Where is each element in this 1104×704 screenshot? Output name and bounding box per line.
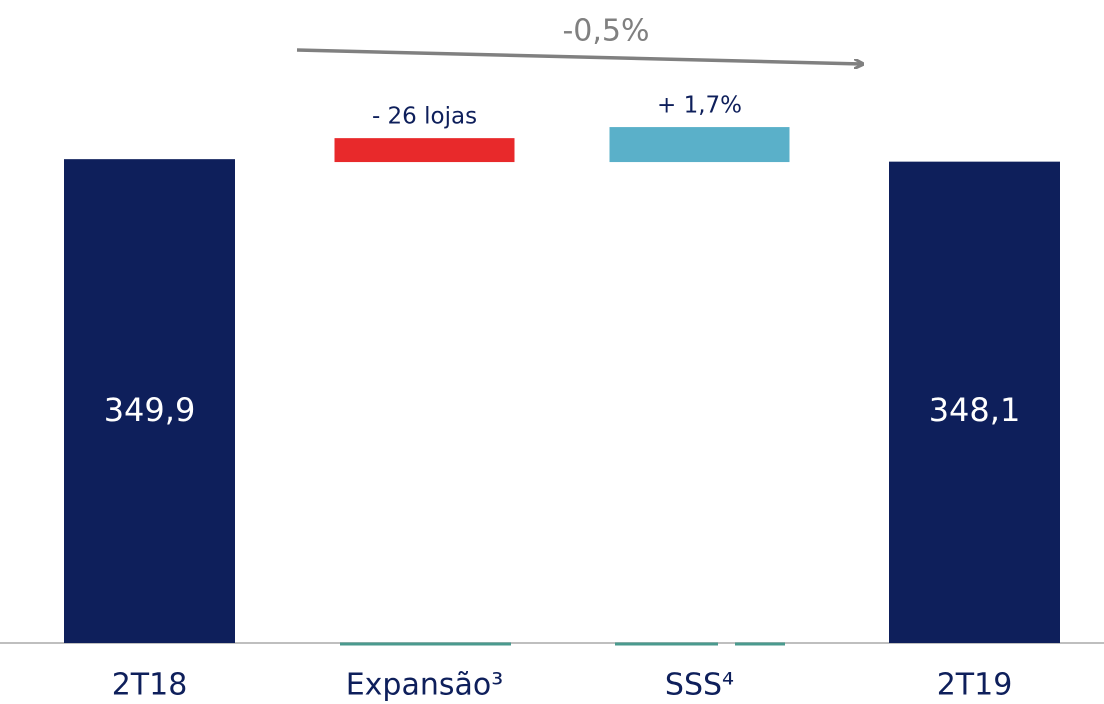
value-label: 349,9 <box>104 391 196 429</box>
change-arrow <box>296 48 862 64</box>
change-bar-label: + 1,7% <box>657 93 742 119</box>
total-bar <box>889 161 1060 644</box>
x-tick-label: 2T19 <box>937 668 1013 703</box>
change-bar <box>609 127 790 163</box>
change-bar <box>334 138 515 163</box>
change-bar-label: - 26 lojas <box>372 104 477 130</box>
x-tick-label: 2T18 <box>112 668 188 703</box>
total-bar <box>64 159 235 643</box>
value-label: 348,1 <box>929 391 1021 429</box>
change-label: -0,5% <box>562 14 649 49</box>
x-tick-label: SSS⁴ <box>665 668 734 703</box>
x-tick-label: Expansão³ <box>346 668 504 703</box>
